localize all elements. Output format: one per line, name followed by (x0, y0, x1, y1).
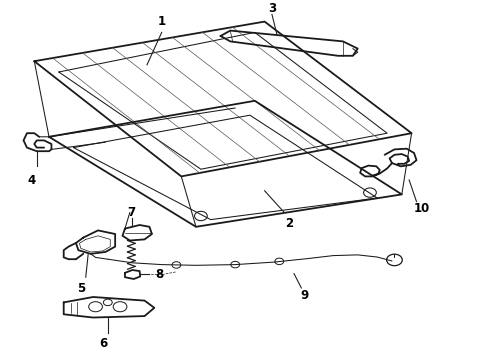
Text: 6: 6 (99, 337, 107, 350)
Text: 1: 1 (158, 15, 166, 28)
Text: 2: 2 (285, 217, 293, 230)
Text: 5: 5 (77, 282, 85, 294)
Text: 3: 3 (268, 3, 276, 15)
Text: 7: 7 (127, 206, 135, 219)
Text: 10: 10 (413, 202, 430, 215)
Text: 8: 8 (155, 268, 163, 281)
Text: 4: 4 (28, 174, 36, 186)
Text: 9: 9 (301, 289, 309, 302)
